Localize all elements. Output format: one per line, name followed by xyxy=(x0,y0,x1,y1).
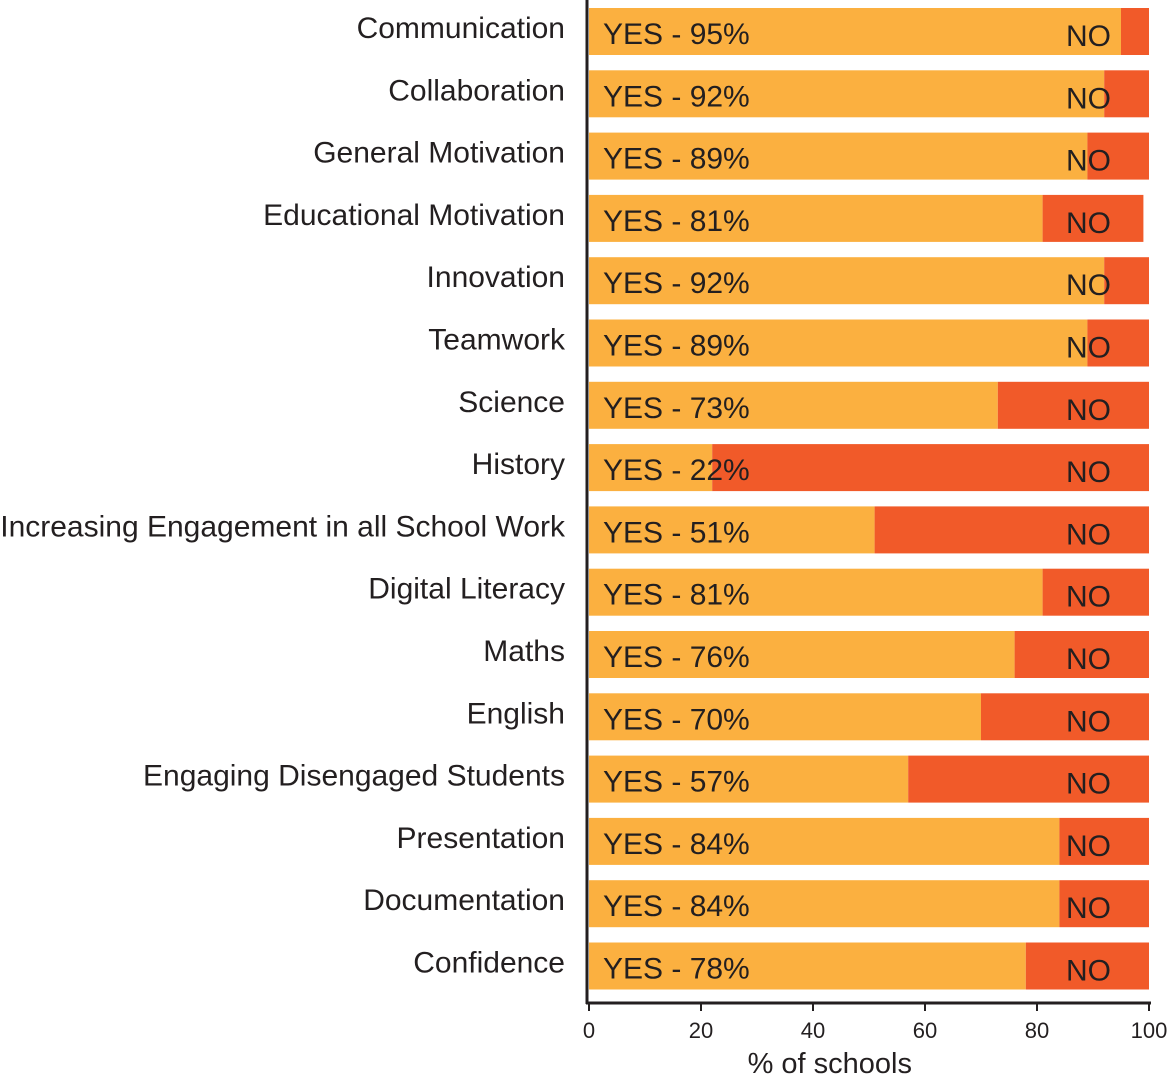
category-label: Increasing Engagement in all School Work xyxy=(0,510,566,543)
bar-no-label: NO xyxy=(1066,892,1111,925)
bar-yes xyxy=(589,444,713,492)
x-tick-label: 60 xyxy=(913,1018,937,1043)
bar-yes xyxy=(589,880,1060,928)
bar-yes-label: YES - 78% xyxy=(603,953,750,986)
bar-yes xyxy=(589,381,998,429)
bar-yes-label: YES - 22% xyxy=(603,454,750,487)
bar-yes-label: YES - 76% xyxy=(603,641,750,674)
bar-yes xyxy=(589,319,1088,367)
bar-yes-label: YES - 81% xyxy=(603,579,750,612)
bar-no-label: NO xyxy=(1066,332,1111,365)
bar-no xyxy=(1042,568,1149,616)
bar-no-label: NO xyxy=(1066,518,1111,551)
bar-yes-label: YES - 81% xyxy=(603,205,750,238)
bar-no xyxy=(1121,8,1149,55)
bar-no xyxy=(1087,132,1149,180)
bar-yes-label: YES - 92% xyxy=(603,267,750,300)
bar-no-label: NO xyxy=(1066,830,1111,863)
bar-no xyxy=(1059,817,1149,865)
category-label: Maths xyxy=(483,635,565,668)
category-label: Presentation xyxy=(397,822,565,855)
bar-yes-label: YES - 89% xyxy=(603,330,750,363)
bar-no xyxy=(981,693,1149,741)
category-label: Collaboration xyxy=(388,74,565,107)
bar-yes-label: YES - 95% xyxy=(603,18,750,51)
category-labels: Communication Collaboration General Motiva… xyxy=(0,12,566,980)
bar-yes xyxy=(589,942,1026,990)
bar-yes xyxy=(589,132,1088,180)
bar-no-label: NO xyxy=(1066,145,1111,178)
category-label: Science xyxy=(458,386,565,419)
category-label: Digital Literacy xyxy=(368,573,565,606)
bar-no xyxy=(1014,631,1149,678)
bar-yes xyxy=(589,693,981,741)
bar-no xyxy=(908,755,1149,803)
bar-yes xyxy=(589,8,1121,55)
bar-yes-label: YES - 51% xyxy=(603,516,750,549)
bar-yes xyxy=(589,568,1043,616)
bar-yes-label: YES - 92% xyxy=(603,80,750,113)
x-tick-label: 20 xyxy=(689,1018,713,1043)
bar-yes-label: YES - 84% xyxy=(603,828,750,861)
category-label: Educational Motivation xyxy=(263,199,565,232)
category-label: English xyxy=(467,697,565,730)
category-label: Teamwork xyxy=(428,324,566,357)
bar-no-label: NO xyxy=(1066,456,1111,489)
bar-no xyxy=(1104,70,1149,118)
category-label: Documentation xyxy=(363,884,565,917)
bar-no-label: NO xyxy=(1066,207,1111,240)
bar-yes-label: YES - 70% xyxy=(603,703,750,736)
category-label: History xyxy=(472,448,565,481)
bar-no xyxy=(712,444,1149,492)
x-axis-ticks: 0 20 40 60 80 100 xyxy=(583,1003,1167,1043)
category-label: Confidence xyxy=(413,947,565,980)
bar-no-label: NO xyxy=(1066,269,1111,302)
x-tick-label: 40 xyxy=(801,1018,825,1043)
bar-no-label: NO xyxy=(1066,394,1111,427)
bars-group: YES - 95% NO YES - 92% NO YES - 89% NO YES - 8… xyxy=(589,8,1149,990)
bar-no xyxy=(1104,257,1149,305)
category-label: Engaging Disengaged Students xyxy=(143,760,565,793)
x-tick-label: 0 xyxy=(583,1018,595,1043)
bar-no xyxy=(1087,319,1149,367)
bar-no-label: NO xyxy=(1066,581,1111,614)
bar-yes xyxy=(589,755,909,803)
x-axis-title: % of schools xyxy=(748,1048,912,1077)
bar-no-label: NO xyxy=(1066,955,1111,988)
bar-yes xyxy=(589,257,1105,305)
bar-yes-label: YES - 57% xyxy=(603,766,750,799)
bar-no xyxy=(1025,942,1149,990)
bar-no xyxy=(1042,194,1144,242)
x-tick-label: 80 xyxy=(1025,1018,1049,1043)
bar-yes-label: YES - 89% xyxy=(603,143,750,176)
bar-no-label: NO xyxy=(1066,768,1111,801)
bar-no xyxy=(997,381,1149,429)
bar-no xyxy=(1059,880,1149,928)
bar-no-label: NO xyxy=(1066,705,1111,738)
bar-yes xyxy=(589,70,1105,118)
bar-yes xyxy=(589,194,1043,242)
bar-yes-label: YES - 73% xyxy=(603,392,750,425)
bar-yes xyxy=(589,631,1015,678)
bar-no-label: NO xyxy=(1066,82,1111,115)
bar-no-label: NO xyxy=(1066,643,1111,676)
category-label: Communication xyxy=(357,12,565,45)
bar-no-label: NO xyxy=(1066,20,1111,53)
bar-yes xyxy=(589,506,875,554)
bar-no xyxy=(874,506,1149,554)
bar-yes xyxy=(589,817,1060,865)
category-label: Innovation xyxy=(427,261,565,294)
category-label: General Motivation xyxy=(313,137,565,170)
x-tick-label: 100 xyxy=(1131,1018,1168,1043)
bar-yes-label: YES - 84% xyxy=(603,890,750,923)
